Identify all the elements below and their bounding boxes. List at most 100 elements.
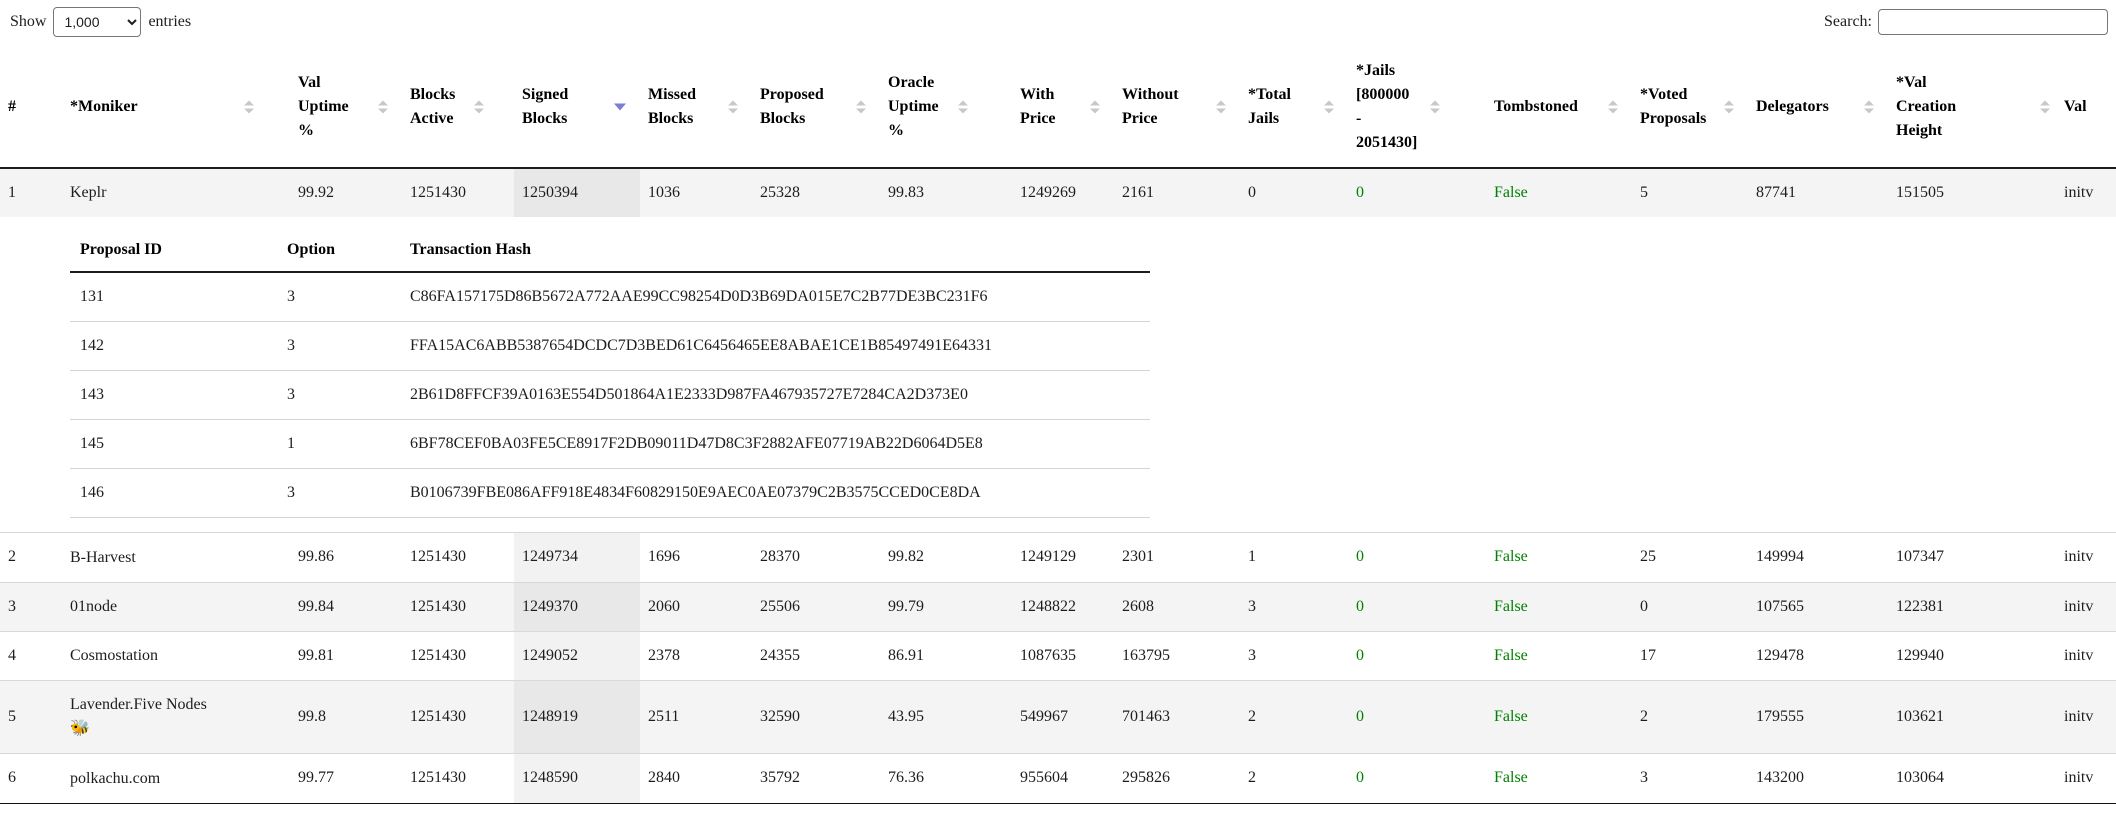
subcell-transaction-hash: 2B61D8FFCF39A0163E554D501864A1E2333D987F… — [400, 370, 1150, 421]
subtable-row: 131 3 C86FA157175D86B5672A772AAE99CC9825… — [70, 272, 1150, 323]
cell-val-uptime: 99.86 — [290, 532, 402, 583]
column-header-moniker[interactable]: *Moniker — [62, 47, 290, 169]
cell-delegators: 143200 — [1748, 753, 1888, 804]
cell-with-price: 1249269 — [1012, 168, 1114, 218]
column-header-proposed-blocks[interactable]: Proposed Blocks — [752, 47, 880, 169]
table-row[interactable]: 4 Cosmostation 99.81 1251430 1249052 237… — [0, 630, 2116, 681]
cell-missed-blocks: 2378 — [640, 630, 752, 681]
sort-icons — [2040, 100, 2050, 114]
cell-oracle-uptime: 99.79 — [880, 581, 1012, 632]
cell-total-jails: 3 — [1240, 630, 1348, 681]
cell-oracle-uptime: 86.91 — [880, 630, 1012, 681]
cell-delegators: 179555 — [1748, 680, 1888, 754]
cell-signed-blocks: 1248919 — [514, 680, 640, 754]
subcell-proposal-id: 146 — [70, 468, 277, 519]
subcell-transaction-hash: C86FA157175D86B5672A772AAE99CC98254D0D3B… — [400, 272, 1150, 323]
cell-tombstoned: False — [1486, 581, 1632, 632]
entries-select[interactable]: 1,000 — [53, 7, 142, 37]
cell-val-creation-height: 103064 — [1888, 753, 2056, 804]
cell-blocks-active: 1251430 — [402, 753, 514, 804]
sort-icons — [244, 100, 254, 114]
column-header-with-price[interactable]: With Price — [1012, 47, 1114, 169]
validators-table: # *Moniker Val Uptime % Blocks Active — [0, 47, 2116, 804]
cell-with-price: 1248822 — [1012, 581, 1114, 632]
cell-val-address: initv — [2056, 680, 2116, 754]
cell-val-address: initv — [2056, 532, 2116, 583]
cell-val-uptime: 99.81 — [290, 630, 402, 681]
column-header-val-uptime[interactable]: Val Uptime % — [290, 47, 402, 169]
cell-blocks-active: 1251430 — [402, 168, 514, 218]
cell-total-jails: 0 — [1240, 168, 1348, 218]
cell-val-address: initv — [2056, 581, 2116, 632]
subcell-transaction-hash: FFA15AC6ABB5387654DCDC7D3BED61C6456465EE… — [400, 321, 1150, 372]
table-controls: Show 1,000 entries Search: — [0, 0, 2116, 47]
cell-tombstoned: False — [1486, 532, 1632, 583]
cell-delegators: 107565 — [1748, 581, 1888, 632]
cell-signed-blocks: 1248590 — [514, 753, 640, 804]
cell-val-creation-height: 103621 — [1888, 680, 2056, 754]
subtable-row: 146 3 B0106739FBE086AFF918E4834F60829150… — [70, 468, 1150, 519]
table-body: 1 Keplr 99.92 1251430 1250394 1036 25328… — [0, 168, 2116, 804]
cell-missed-blocks: 2840 — [640, 753, 752, 804]
sort-icons — [958, 100, 968, 114]
table-header: # *Moniker Val Uptime % Blocks Active — [0, 47, 2116, 169]
table-row[interactable]: 3 01node 99.84 1251430 1249370 2060 2550… — [0, 581, 2116, 632]
column-header-jails-range[interactable]: *Jails [800000 - 2051430] — [1348, 47, 1486, 169]
column-header-blocks-active[interactable]: Blocks Active — [402, 47, 514, 169]
cell-blocks-active: 1251430 — [402, 630, 514, 681]
sort-icons — [1216, 100, 1226, 114]
cell-delegators: 129478 — [1748, 630, 1888, 681]
cell-moniker: 01node — [62, 581, 290, 632]
cell-total-jails: 1 — [1240, 532, 1348, 583]
cell-missed-blocks: 2060 — [640, 581, 752, 632]
column-header-missed-blocks[interactable]: Missed Blocks — [640, 47, 752, 169]
search-input[interactable] — [1878, 9, 2108, 35]
cell-with-price: 955604 — [1012, 753, 1114, 804]
cell-num: 2 — [0, 532, 62, 583]
cell-num: 5 — [0, 680, 62, 754]
cell-missed-blocks: 1036 — [640, 168, 752, 218]
table-row[interactable]: 6 polkachu.com 99.77 1251430 1248590 284… — [0, 753, 2116, 804]
cell-with-price: 1249129 — [1012, 532, 1114, 583]
cell-signed-blocks: 1249052 — [514, 630, 640, 681]
column-header-voted-proposals[interactable]: *Voted Proposals — [1632, 47, 1748, 169]
cell-val-address: initv — [2056, 753, 2116, 804]
table-row[interactable]: 2 B-Harvest 99.86 1251430 1249734 1696 2… — [0, 532, 2116, 583]
cell-signed-blocks: 1250394 — [514, 168, 640, 218]
cell-tombstoned: False — [1486, 680, 1632, 754]
table-row[interactable]: 1 Keplr 99.92 1251430 1250394 1036 25328… — [0, 168, 2116, 218]
subcell-proposal-id: 142 — [70, 321, 277, 372]
cell-voted-proposals: 25 — [1632, 532, 1748, 583]
column-header-without-price[interactable]: Without Price — [1114, 47, 1240, 169]
sort-icons — [1324, 100, 1334, 114]
cell-without-price: 2161 — [1114, 168, 1240, 218]
cell-moniker: Lavender.Five Nodes 🐝 — [62, 680, 290, 754]
cell-blocks-active: 1251430 — [402, 532, 514, 583]
cell-num: 4 — [0, 630, 62, 681]
cell-proposed-blocks: 25328 — [752, 168, 880, 218]
cell-jails-range: 0 — [1348, 581, 1486, 632]
table-scroll-area[interactable]: # *Moniker Val Uptime % Blocks Active — [0, 47, 2116, 804]
cell-voted-proposals: 3 — [1632, 753, 1748, 804]
column-header-delegators[interactable]: Delegators — [1748, 47, 1888, 169]
column-header-val-address[interactable]: Val — [2056, 47, 2116, 169]
column-header-oracle-uptime[interactable]: Oracle Uptime % — [880, 47, 1012, 169]
cell-proposed-blocks: 35792 — [752, 753, 880, 804]
table-row[interactable]: 5 Lavender.Five Nodes 🐝 99.8 1251430 124… — [0, 680, 2116, 754]
cell-val-creation-height: 151505 — [1888, 168, 2056, 218]
entries-label: entries — [148, 13, 192, 30]
column-header-tombstoned[interactable]: Tombstoned — [1486, 47, 1632, 169]
cell-proposed-blocks: 32590 — [752, 680, 880, 754]
cell-proposed-blocks: 25506 — [752, 581, 880, 632]
column-header-signed-blocks[interactable]: Signed Blocks — [514, 47, 640, 169]
cell-jails-range: 0 — [1348, 532, 1486, 583]
cell-voted-proposals: 0 — [1632, 581, 1748, 632]
column-header-total-jails[interactable]: *Total Jails — [1240, 47, 1348, 169]
sort-icons — [378, 100, 388, 114]
cell-proposed-blocks: 24355 — [752, 630, 880, 681]
column-header-val-creation-height[interactable]: *Val Creation Height — [1888, 47, 2056, 169]
search-label: Search: — [1824, 13, 1872, 30]
subcell-option: 3 — [277, 321, 400, 372]
cell-tombstoned: False — [1486, 753, 1632, 804]
